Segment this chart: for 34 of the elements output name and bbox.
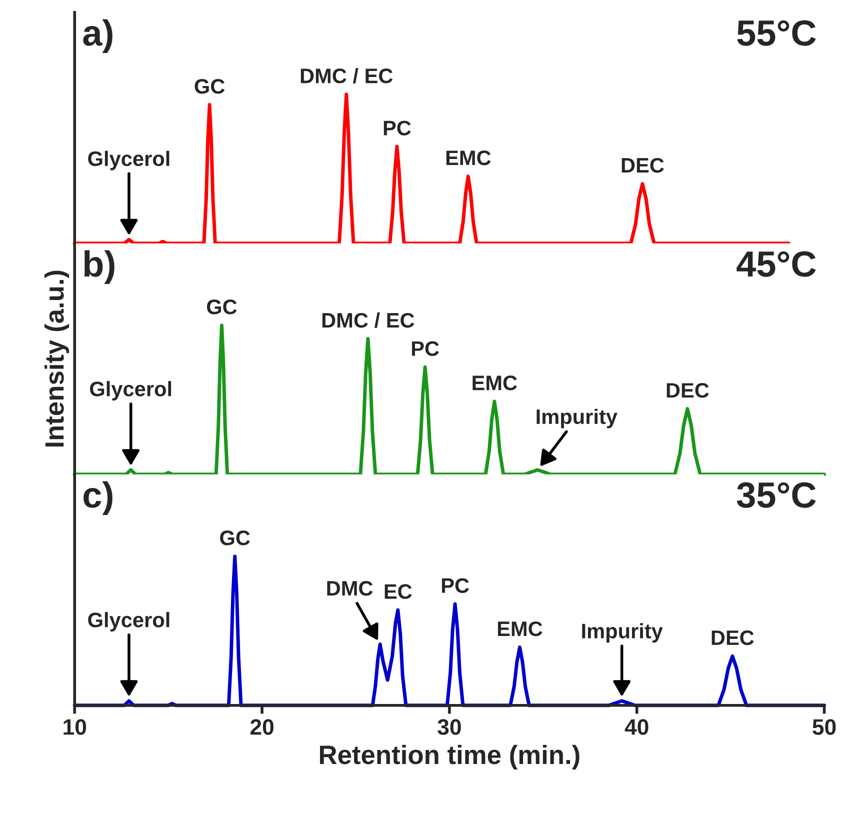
annotation: PC bbox=[442, 578, 469, 593]
x-axis-title: Retention time (min.) bbox=[320, 744, 580, 770]
text: a) bbox=[83, 19, 112, 53]
annotation: EMC bbox=[472, 376, 517, 390]
y-axis-title: Intensity (a.u.) bbox=[44, 270, 70, 447]
annotation: PC bbox=[412, 341, 439, 356]
annotation: DMC bbox=[327, 580, 373, 596]
annotation: EMC bbox=[498, 621, 542, 636]
annotation: GC bbox=[206, 300, 237, 314]
x-tick-label: 50 bbox=[812, 719, 836, 735]
text: b) bbox=[84, 250, 114, 284]
x-tick-label: 40 bbox=[624, 719, 648, 735]
annotation: GC bbox=[194, 78, 225, 94]
annotation: DMC / EC bbox=[322, 312, 414, 328]
annotation: DEC bbox=[712, 630, 754, 646]
annotation: Glycerol bbox=[88, 612, 170, 632]
x-tick-label: 30 bbox=[438, 719, 461, 735]
text: 35°C bbox=[736, 482, 816, 508]
annotation: Glycerol bbox=[88, 150, 170, 170]
text: c) bbox=[84, 481, 112, 515]
annotation: Glycerol bbox=[90, 381, 172, 400]
annotation: EC bbox=[384, 584, 412, 599]
annotation: DMC / EC bbox=[300, 68, 393, 84]
annotation: GC bbox=[220, 530, 250, 546]
x-tick-label: 10 bbox=[64, 719, 86, 735]
annotation: Impurity bbox=[582, 623, 663, 643]
annotation: DEC bbox=[666, 382, 709, 398]
annotation: PC bbox=[384, 120, 411, 136]
text: 55°C bbox=[737, 20, 816, 46]
annotation: DEC bbox=[622, 158, 664, 173]
text: 45°C bbox=[736, 251, 816, 277]
annotation: Impurity bbox=[536, 408, 618, 428]
x-tick-label: 20 bbox=[250, 719, 274, 735]
annotation: EMC bbox=[446, 150, 491, 166]
